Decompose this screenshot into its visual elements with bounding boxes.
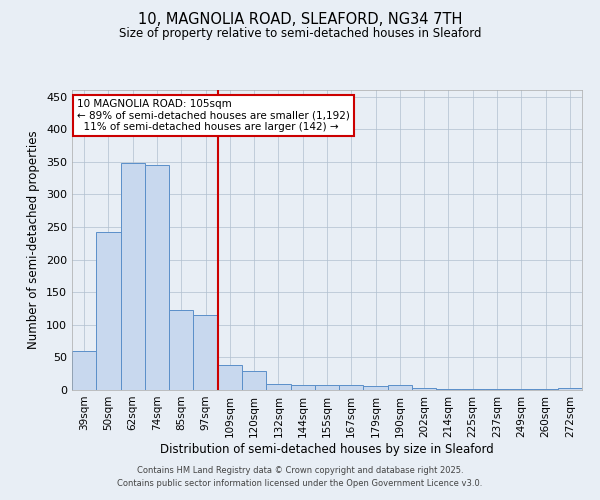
- Bar: [436, 388, 461, 390]
- Bar: [266, 384, 290, 390]
- Bar: [242, 371, 266, 390]
- Bar: [72, 351, 96, 390]
- Y-axis label: Number of semi-detached properties: Number of semi-detached properties: [28, 130, 40, 350]
- Bar: [290, 385, 315, 390]
- Bar: [388, 386, 412, 390]
- Bar: [169, 310, 193, 390]
- Text: Size of property relative to semi-detached houses in Sleaford: Size of property relative to semi-detach…: [119, 28, 481, 40]
- Bar: [96, 232, 121, 390]
- Bar: [218, 365, 242, 390]
- Bar: [315, 386, 339, 390]
- Bar: [412, 388, 436, 390]
- Text: 10, MAGNOLIA ROAD, SLEAFORD, NG34 7TH: 10, MAGNOLIA ROAD, SLEAFORD, NG34 7TH: [138, 12, 462, 28]
- Bar: [533, 388, 558, 390]
- Text: Contains HM Land Registry data © Crown copyright and database right 2025.
Contai: Contains HM Land Registry data © Crown c…: [118, 466, 482, 487]
- Bar: [339, 386, 364, 390]
- Bar: [193, 315, 218, 390]
- Bar: [364, 386, 388, 390]
- Text: 10 MAGNOLIA ROAD: 105sqm
← 89% of semi-detached houses are smaller (1,192)
  11%: 10 MAGNOLIA ROAD: 105sqm ← 89% of semi-d…: [77, 99, 350, 132]
- Bar: [121, 163, 145, 390]
- Bar: [558, 388, 582, 390]
- X-axis label: Distribution of semi-detached houses by size in Sleaford: Distribution of semi-detached houses by …: [160, 442, 494, 456]
- Bar: [145, 165, 169, 390]
